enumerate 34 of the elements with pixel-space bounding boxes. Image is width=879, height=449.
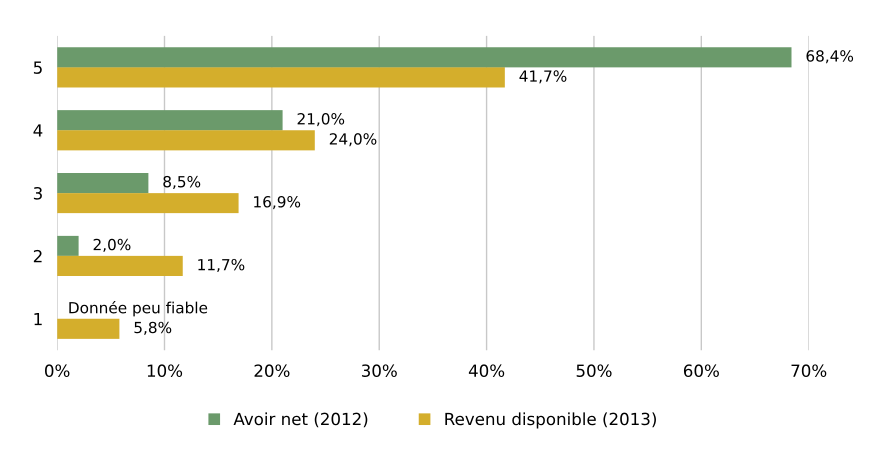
bar — [57, 110, 283, 130]
y-tick-label: 5 — [34, 62, 42, 74]
data-label: 11,7% — [198, 258, 244, 272]
y-tick-label: 3 — [34, 187, 42, 200]
data-label: 41,7% — [519, 70, 566, 84]
x-tick-label: 20% — [254, 364, 290, 378]
x-tick-label: 60% — [684, 364, 719, 378]
bar — [57, 193, 239, 214]
x-tick-label: 50% — [576, 364, 612, 378]
y-tick-label: 4 — [33, 124, 42, 137]
data-label: 16,9% — [254, 196, 300, 210]
x-tick-label: 30% — [362, 364, 397, 378]
data-label: 2,0% — [94, 238, 130, 252]
bar — [57, 172, 148, 194]
bar — [57, 67, 505, 88]
data-label: 24,0% — [330, 133, 376, 146]
legend-label: Avoir net (2012) — [234, 412, 368, 428]
data-label: 5,8% — [134, 322, 172, 335]
x-tick-label: 70% — [792, 364, 826, 378]
annotation: Donnée peu fiable — [69, 301, 208, 316]
legend-label: Revenu disponible (2013) — [445, 412, 656, 428]
x-tick-label: 40% — [468, 364, 504, 378]
y-tick-label: 1 — [34, 312, 42, 326]
data-label: 68,4% — [806, 50, 854, 64]
data-label: 21,0% — [298, 113, 344, 126]
y-tick-label: 2 — [34, 250, 42, 262]
data-label: 8,5% — [163, 176, 200, 190]
bar — [57, 236, 79, 256]
bar — [57, 47, 792, 68]
bar — [57, 130, 315, 150]
x-tick-label: 10% — [148, 364, 182, 378]
x-tick-label: 0% — [45, 364, 70, 378]
bar — [57, 256, 183, 276]
bar — [57, 318, 120, 339]
